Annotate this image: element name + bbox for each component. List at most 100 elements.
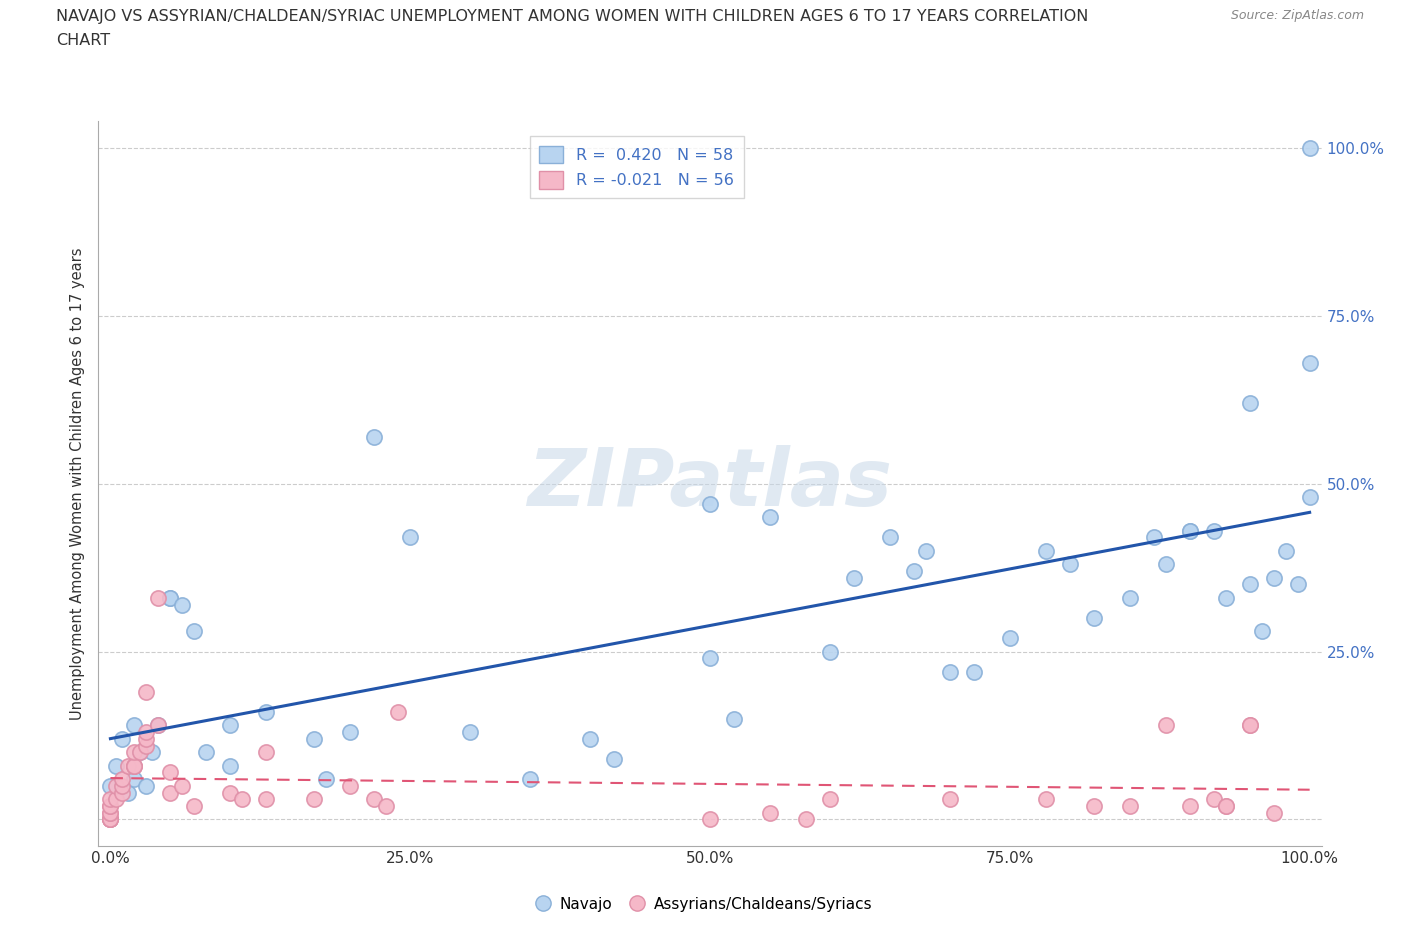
Point [231, 791, 253, 806]
Point [699, 651, 721, 666]
Point [1298, 355, 1320, 370]
Point [105, 791, 128, 806]
Point [100, 812, 122, 827]
Point [842, 570, 865, 585]
Point [100, 812, 122, 827]
Point [1239, 718, 1261, 733]
Point [794, 812, 817, 827]
Point [100, 799, 122, 814]
Point [1239, 718, 1261, 733]
Point [1274, 543, 1296, 558]
Point [111, 772, 134, 787]
Point [759, 510, 782, 525]
Point [124, 758, 146, 773]
Point [387, 705, 409, 720]
Point [1215, 799, 1237, 814]
Point [1119, 591, 1142, 605]
Point [304, 731, 326, 746]
Point [1239, 577, 1261, 591]
Point [1083, 799, 1105, 814]
Point [183, 624, 205, 639]
Point [879, 530, 901, 545]
Text: Source: ZipAtlas.com: Source: ZipAtlas.com [1230, 9, 1364, 22]
Point [129, 745, 152, 760]
Point [519, 772, 541, 787]
Point [254, 705, 277, 720]
Point [818, 791, 841, 806]
Point [1154, 557, 1177, 572]
Point [1215, 799, 1237, 814]
Point [1263, 570, 1285, 585]
Point [759, 805, 782, 820]
Point [699, 497, 721, 512]
Point [172, 778, 194, 793]
Point [124, 745, 146, 760]
Point [129, 745, 152, 760]
Point [135, 724, 157, 739]
Point [1202, 791, 1225, 806]
Point [699, 812, 721, 827]
Point [124, 772, 146, 787]
Point [111, 778, 134, 793]
Point [105, 778, 128, 793]
Point [148, 591, 170, 605]
Point [818, 644, 841, 659]
Point [172, 597, 194, 612]
Point [339, 724, 361, 739]
Point [100, 805, 122, 820]
Point [100, 812, 122, 827]
Point [1286, 577, 1309, 591]
Point [159, 591, 181, 605]
Point [939, 664, 962, 679]
Point [135, 778, 157, 793]
Point [124, 758, 146, 773]
Point [339, 778, 361, 793]
Point [315, 772, 337, 787]
Point [159, 765, 181, 780]
Point [105, 758, 128, 773]
Point [159, 591, 181, 605]
Text: NAVAJO VS ASSYRIAN/CHALDEAN/SYRIAC UNEMPLOYMENT AMONG WOMEN WITH CHILDREN AGES 6: NAVAJO VS ASSYRIAN/CHALDEAN/SYRIAC UNEMP… [56, 9, 1088, 24]
Text: ZIPatlas: ZIPatlas [527, 445, 893, 523]
Legend: R =  0.420   N = 58, R = -0.021   N = 56: R = 0.420 N = 58, R = -0.021 N = 56 [530, 136, 744, 198]
Legend: Navajo, Assyrians/Chaldeans/Syriacs: Navajo, Assyrians/Chaldeans/Syriacs [527, 891, 879, 918]
Point [1143, 530, 1166, 545]
Point [183, 799, 205, 814]
Point [579, 731, 602, 746]
Point [603, 751, 626, 766]
Point [1239, 395, 1261, 410]
Point [1250, 624, 1272, 639]
Point [458, 724, 481, 739]
Point [304, 791, 326, 806]
Point [1035, 791, 1057, 806]
Point [1178, 799, 1201, 814]
Point [1263, 805, 1285, 820]
Point [135, 684, 157, 699]
Point [254, 745, 277, 760]
Point [124, 718, 146, 733]
Text: CHART: CHART [56, 33, 110, 47]
Point [1154, 718, 1177, 733]
Point [998, 631, 1021, 645]
Point [1298, 140, 1320, 155]
Point [1035, 543, 1057, 558]
Point [1298, 489, 1320, 504]
Point [117, 758, 139, 773]
Point [159, 785, 181, 800]
Point [195, 745, 218, 760]
Point [254, 791, 277, 806]
Point [219, 785, 242, 800]
Point [148, 718, 170, 733]
Point [1178, 524, 1201, 538]
Point [124, 758, 146, 773]
Point [915, 543, 938, 558]
Y-axis label: Unemployment Among Women with Children Ages 6 to 17 years: Unemployment Among Women with Children A… [70, 247, 86, 720]
Point [903, 564, 925, 578]
Point [135, 738, 157, 753]
Point [939, 791, 962, 806]
Point [723, 711, 745, 726]
Point [100, 812, 122, 827]
Point [100, 778, 122, 793]
Point [363, 429, 385, 444]
Point [219, 718, 242, 733]
